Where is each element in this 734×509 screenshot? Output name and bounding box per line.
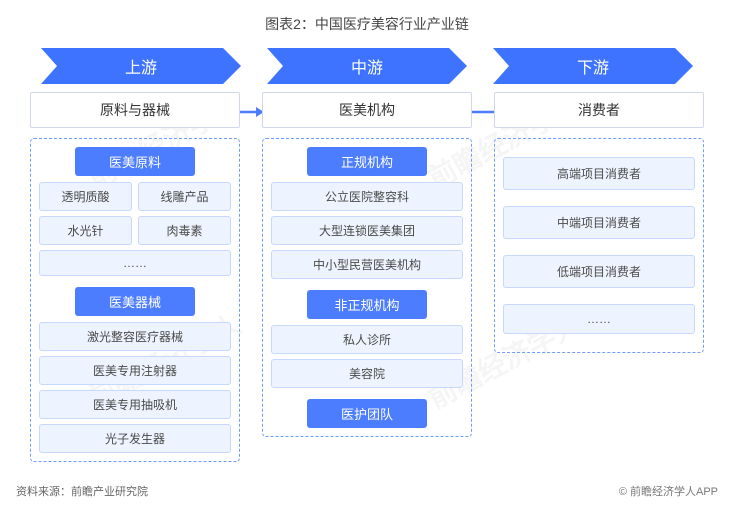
raw-item: 肉毒素 [138,216,231,245]
col-head-upstream: 原料与器械 [30,92,240,128]
col-upstream: 原料与器械 医美原料 透明质酸 线雕产品 水光针 肉毒素 …… 医美器械 激光整… [30,92,240,462]
consumer-item: 低端项目消费者 [503,255,695,288]
equip-item: 医美专用注射器 [39,356,231,385]
consumer-item: 高端项目消费者 [503,157,695,190]
midstream-dashed-box: 正规机构 公立医院整容科 大型连锁医美集团 中小型民营医美机构 非正规机构 私人… [262,138,472,437]
equip-item: 医美专用抽吸机 [39,390,231,419]
section-head-equip: 医美器械 [75,287,195,316]
chevron-row: 上游 中游 下游 [0,34,734,84]
equip-item: 激光整容医疗器械 [39,322,231,351]
informal-item: 私人诊所 [271,325,463,354]
consumer-item: 中端项目消费者 [503,206,695,239]
equip-item: 光子发生器 [39,424,231,453]
columns-container: 原料与器械 医美原料 透明质酸 线雕产品 水光针 肉毒素 …… 医美器械 激光整… [0,84,734,462]
consumer-item-ellipsis: …… [503,304,695,334]
chevron-downstream: 下游 [493,48,693,84]
downstream-dashed-box: 高端项目消费者 中端项目消费者 低端项目消费者 …… [494,138,704,353]
section-head-raw: 医美原料 [75,147,195,176]
raw-item-ellipsis: …… [39,250,231,276]
chart-title: 图表2：中国医疗美容行业产业链 [0,0,734,34]
chevron-upstream: 上游 [41,48,241,84]
raw-item: 线雕产品 [138,182,231,211]
col-downstream: 消费者 高端项目消费者 中端项目消费者 低端项目消费者 …… [494,92,704,462]
chevron-midstream: 中游 [267,48,467,84]
raw-item: 水光针 [39,216,132,245]
formal-item: 公立医院整容科 [271,182,463,211]
copyright-label: © 前瞻经济学人APP [619,483,718,499]
col-midstream: 医美机构 正规机构 公立医院整容科 大型连锁医美集团 中小型民营医美机构 非正规… [262,92,472,462]
section-head-formal: 正规机构 [307,147,427,176]
source-label: 资料来源：前瞻产业研究院 [16,483,148,499]
col-head-midstream: 医美机构 [262,92,472,128]
formal-item: 中小型民营医美机构 [271,250,463,279]
raw-item: 透明质酸 [39,182,132,211]
informal-item: 美容院 [271,359,463,388]
col-head-downstream: 消费者 [494,92,704,128]
section-head-team: 医护团队 [307,399,427,428]
formal-item: 大型连锁医美集团 [271,216,463,245]
section-head-informal: 非正规机构 [307,290,427,319]
upstream-dashed-box: 医美原料 透明质酸 线雕产品 水光针 肉毒素 …… 医美器械 激光整容医疗器械 … [30,138,240,462]
